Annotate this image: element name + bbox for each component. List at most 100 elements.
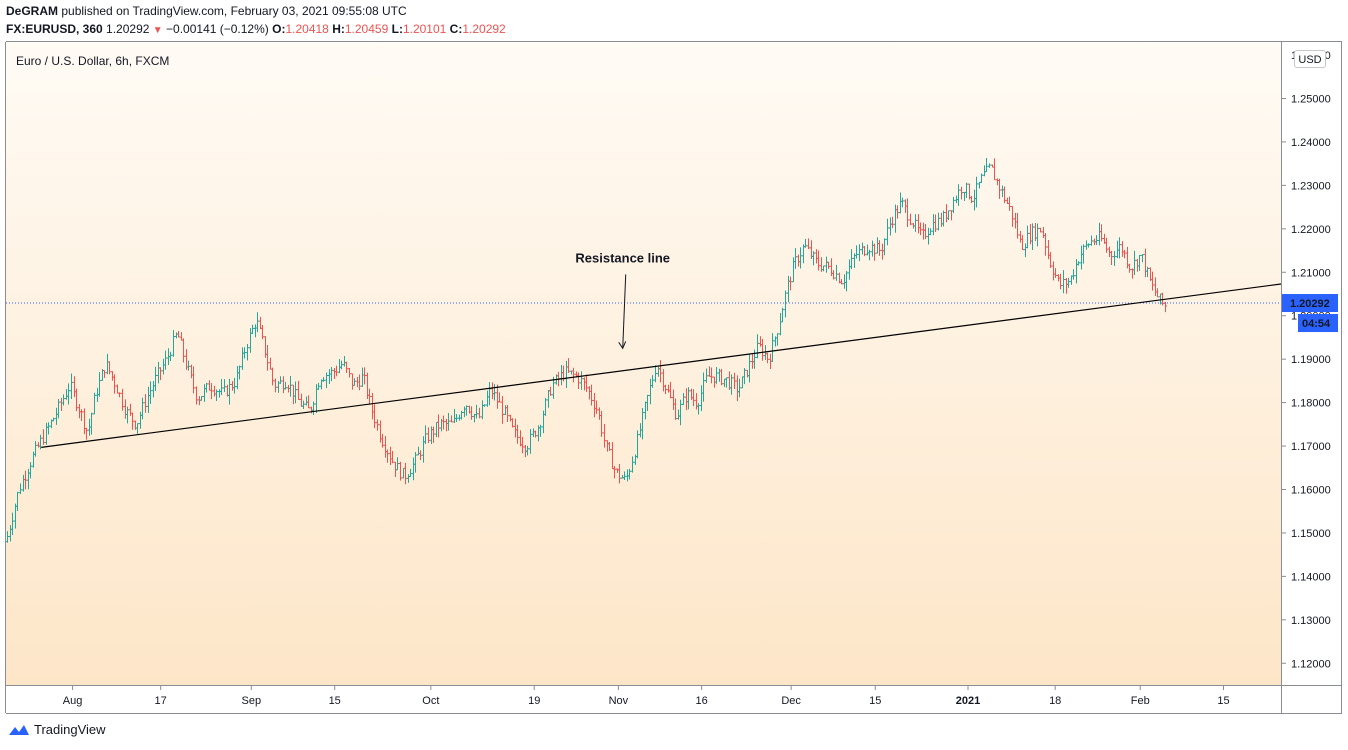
price-tick-label: 1.21000 (1291, 267, 1331, 279)
ohlc-bar (896, 205, 899, 219)
ohlc-bar (891, 216, 894, 229)
ohlc-bar (34, 441, 37, 457)
ohlc-bar (243, 347, 246, 359)
ohlc-bar (1133, 250, 1136, 276)
ohlc-bar (6, 531, 9, 543)
ohlc-bar (873, 243, 876, 261)
ohlc-bar (1059, 273, 1062, 290)
ohlc-bar (960, 186, 963, 200)
annotation-text: Resistance line (575, 250, 670, 265)
ohlc-bar (195, 386, 198, 405)
ohlc-bar (692, 389, 695, 407)
ohlc-bar (919, 222, 922, 236)
countdown-label: 04:54 (1302, 318, 1331, 330)
ohlc-bar (1151, 271, 1154, 291)
ohlc-bar (363, 367, 366, 385)
ohlc-bar (975, 176, 978, 208)
ohlc-bar (1090, 235, 1093, 246)
ohlc-bar (957, 184, 960, 206)
ohlc-bar (1077, 261, 1080, 266)
ohlc-bar (1138, 254, 1141, 271)
price-tick-label: 1.14000 (1291, 571, 1331, 583)
ohlc-bar (526, 445, 529, 456)
ohlc-bar (29, 462, 32, 479)
time-tick-label: 15 (1217, 695, 1229, 707)
time-tick-label: 15 (869, 695, 881, 707)
time-tick-label: 18 (1049, 695, 1061, 707)
ohlc-bar (419, 450, 422, 461)
ohlc-bar (738, 378, 741, 398)
ohlc-bar (57, 398, 60, 419)
ohlc-bar (924, 224, 927, 240)
ohlc-bar (651, 375, 654, 388)
ohlc-bar (483, 404, 486, 407)
ohlc-bar (664, 384, 667, 395)
ohlc-bar (748, 354, 751, 383)
ohlc-bar (822, 265, 825, 272)
close-label: C: (449, 22, 463, 36)
ohlc-bar (182, 338, 185, 363)
ohlc-bar (172, 330, 175, 357)
ohlc-bar (75, 388, 78, 412)
ohlc-bar (789, 276, 792, 291)
ohlc-bar (710, 367, 713, 384)
ohlc-bar (136, 423, 139, 434)
tradingview-brand: TradingView (34, 722, 106, 737)
ohlc-bar (345, 361, 348, 374)
ohlc-bar (511, 418, 514, 428)
ohlc-bar (1100, 224, 1103, 242)
currency-button[interactable]: USD (1294, 50, 1326, 68)
ohlc-bar (595, 400, 598, 414)
ohlc-bar (238, 365, 241, 380)
time-axis[interactable]: Aug 17 Sep 15 Oct 19 Nov 16 Dec 15 2021 18 Feb 15 (63, 685, 1230, 707)
ohlc-bar (80, 409, 83, 421)
ohlc-bar (98, 372, 101, 397)
ohlc-bar (164, 350, 167, 370)
ohlc-bar (1118, 237, 1121, 259)
ohlc-bar (233, 377, 236, 394)
ohlc-bar (1087, 243, 1090, 248)
time-tick-label: Sep (242, 695, 262, 707)
ohlc-bar (1082, 244, 1085, 264)
ohlc-bar (1044, 233, 1047, 256)
ohlc-bar (126, 406, 129, 424)
ohlc-bar (353, 378, 356, 386)
ohlc-bar (544, 397, 547, 416)
ohlc-bar (159, 367, 162, 381)
publish-info: DeGRAM published on TradingView.com, Feb… (6, 4, 407, 18)
time-tick-label: 16 (696, 695, 708, 707)
ohlc-bar (1062, 270, 1065, 294)
open-value: 1.20418 (285, 22, 329, 36)
ohlc-bar (460, 410, 463, 420)
ohlc-bar (733, 372, 736, 390)
countdown-badge (1298, 314, 1338, 333)
ohlc-bar (669, 381, 672, 399)
ohlc-bar (16, 491, 19, 512)
ohlc-bar (580, 371, 583, 390)
ohlc-bar (812, 251, 815, 266)
resistance-trendline[interactable] (41, 283, 1282, 448)
ohlc-bar (840, 279, 843, 285)
ohlc-bar (603, 423, 606, 448)
ohlc-bar (144, 394, 147, 413)
ohlc-bar (223, 379, 226, 392)
ohlc-bar (743, 367, 746, 385)
ohlc-bar (1105, 237, 1108, 253)
ohlc-bar (447, 413, 450, 431)
ohlc-bar (297, 380, 300, 401)
ohlc-bar (424, 425, 427, 444)
ohlc-bar (381, 433, 384, 448)
ohlc-bar (1123, 250, 1126, 259)
ohlc-bar (687, 387, 690, 410)
price-axis[interactable]: 1.12000 1.13000 1.14000 1.15000 1.16000 1.170… (1281, 50, 1331, 670)
ohlc-bar (985, 158, 988, 173)
ohlc-bar (187, 360, 190, 371)
ohlc-bar (1016, 212, 1019, 239)
ohlc-bar (618, 463, 621, 484)
ohlc-bar (993, 158, 996, 181)
tradingview-footer[interactable]: TradingView (8, 722, 106, 737)
ohlc-bar (807, 238, 810, 250)
ohlc-bar (529, 429, 532, 454)
ohlc-bar (279, 376, 282, 384)
